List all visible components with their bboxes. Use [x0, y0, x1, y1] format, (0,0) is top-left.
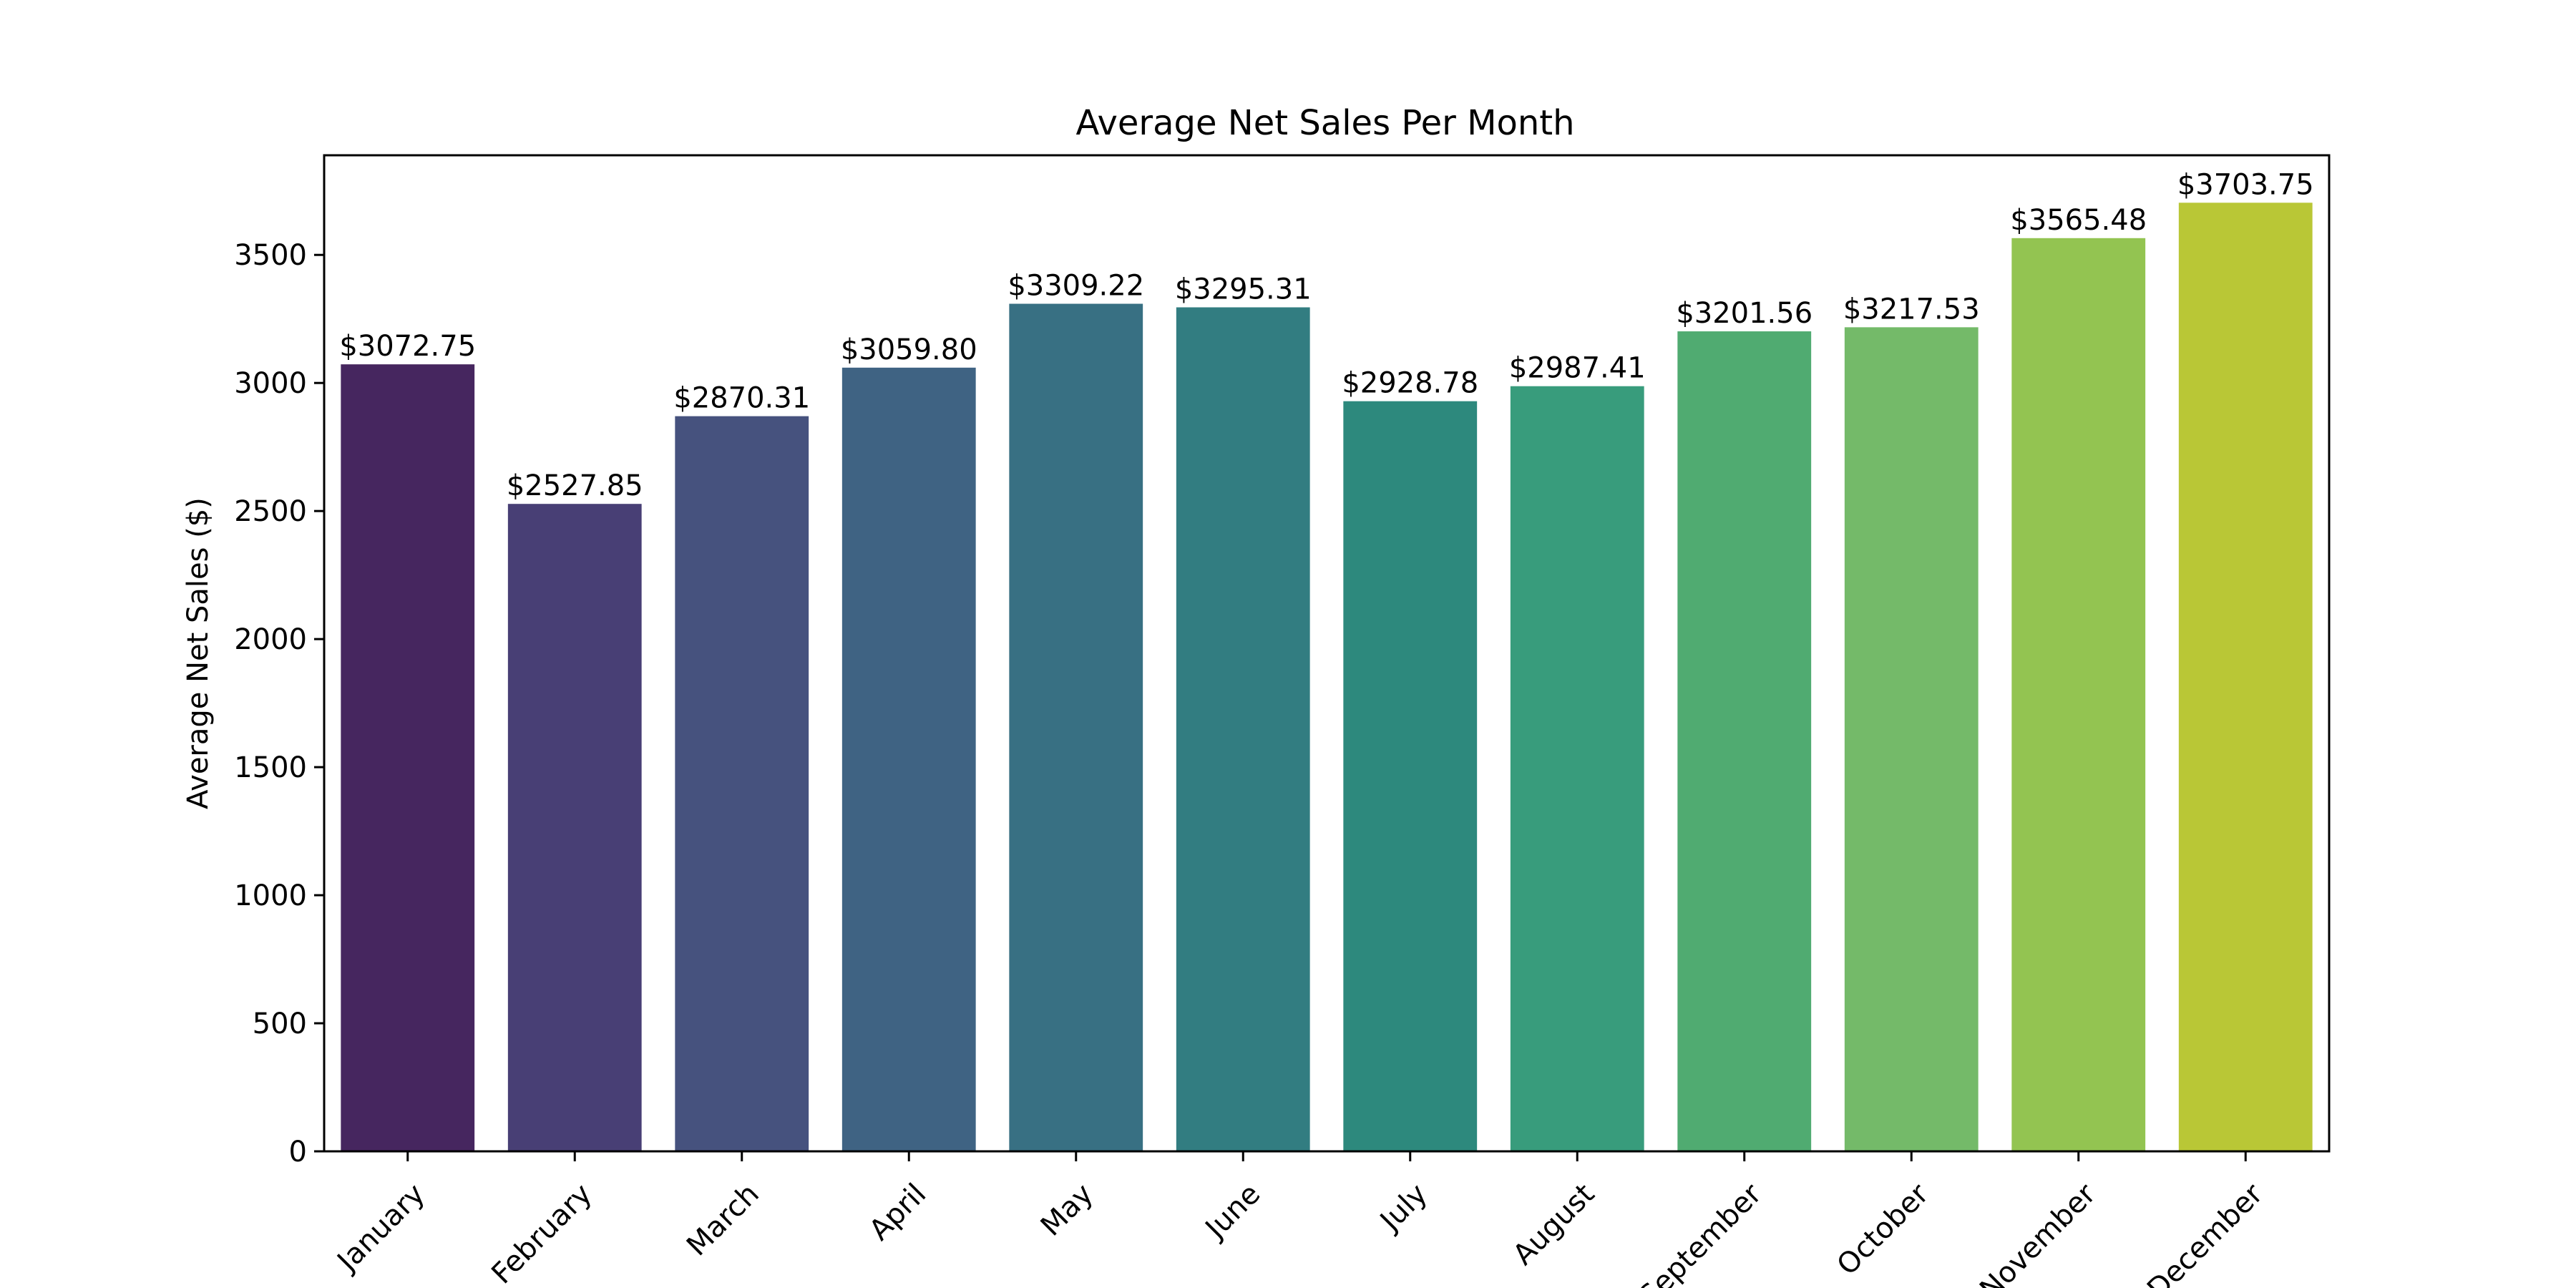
data-label-august: $2987.41	[1509, 352, 1646, 385]
chart-title: Average Net Sales Per Month	[1075, 103, 1574, 143]
data-label-july: $2928.78	[1342, 367, 1478, 400]
y-tick-label-1500: 1500	[234, 751, 307, 784]
y-tick-label-500: 500	[253, 1008, 307, 1040]
x-tick-label-april: April	[863, 1178, 932, 1247]
bars	[341, 203, 2313, 1152]
y-tick-label-2500: 2500	[234, 495, 307, 528]
x-tick-label-november: November	[1974, 1177, 2102, 1288]
x-tick-label-march: March	[680, 1178, 766, 1263]
bar-september	[1677, 331, 1812, 1151]
bar-february	[507, 504, 642, 1151]
bar-december	[2178, 203, 2313, 1151]
data-label-march: $2870.31	[673, 382, 810, 415]
y-tick-label-3000: 3000	[234, 367, 307, 400]
y-tick-label-0: 0	[289, 1136, 307, 1169]
bar-june	[1176, 307, 1310, 1152]
x-tick-label-may: May	[1035, 1178, 1100, 1243]
x-tick-label-february: February	[485, 1178, 598, 1288]
data-label-september: $3201.56	[1676, 297, 1813, 330]
plot-frame	[323, 154, 2331, 1153]
data-label-june: $3295.31	[1175, 273, 1312, 306]
y-axis-label: Average Net Sales ($)	[182, 497, 215, 809]
y-axis-ticks: 0 500 1000 1500 2000 2500 3000 3500	[234, 239, 324, 1169]
x-tick-label-june: June	[1198, 1178, 1267, 1246]
data-label-february: $2527.85	[507, 469, 643, 502]
data-label-april: $3059.80	[841, 333, 977, 366]
data-label-may: $3309.22	[1008, 270, 1144, 303]
data-label-october: $3217.53	[1843, 293, 1980, 326]
x-tick-label-december: December	[2141, 1177, 2270, 1288]
bar-august	[1510, 386, 1644, 1151]
data-label-december: $3703.75	[2177, 168, 2314, 201]
data-label-november: $3565.48	[2010, 204, 2147, 237]
y-tick-label-2000: 2000	[234, 623, 307, 656]
y-tick-label-3500: 3500	[234, 239, 307, 272]
bar-october	[1844, 327, 1979, 1151]
bar-january	[341, 364, 475, 1152]
y-tick-label-1000: 1000	[234, 879, 307, 912]
bar-november	[2011, 238, 2146, 1152]
x-tick-label-july: July	[1372, 1178, 1434, 1239]
data-label-january: $3072.75	[339, 330, 476, 363]
x-tick-label-october: October	[1831, 1177, 1936, 1282]
data-labels: $3072.75 $2527.85 $2870.31 $3059.80 $3309.22…	[339, 168, 2313, 502]
x-axis-ticks: January February March April May June July Augu…	[330, 1151, 2270, 1288]
bar-march	[675, 416, 809, 1152]
bar-april	[841, 367, 976, 1151]
x-tick-label-august: August	[1507, 1178, 1601, 1272]
bar-may	[1009, 303, 1143, 1151]
x-tick-label-september: September	[1633, 1177, 1768, 1288]
bar-july	[1343, 401, 1478, 1151]
x-tick-label-january: January	[330, 1178, 431, 1279]
